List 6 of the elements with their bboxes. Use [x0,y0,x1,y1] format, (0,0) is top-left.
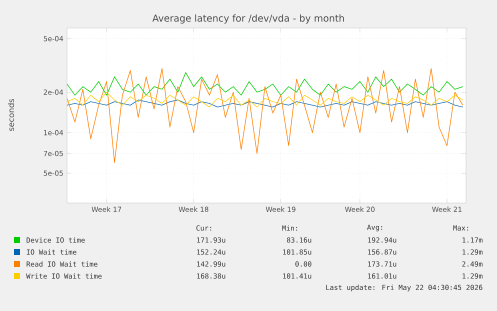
line-series [67,68,464,163]
chart-title: Average latency for /dev/vda - by month [152,14,344,24]
line-series [67,92,464,108]
line-series [67,100,464,108]
line-series [67,72,464,96]
y-axis-title: seconds [8,99,14,131]
